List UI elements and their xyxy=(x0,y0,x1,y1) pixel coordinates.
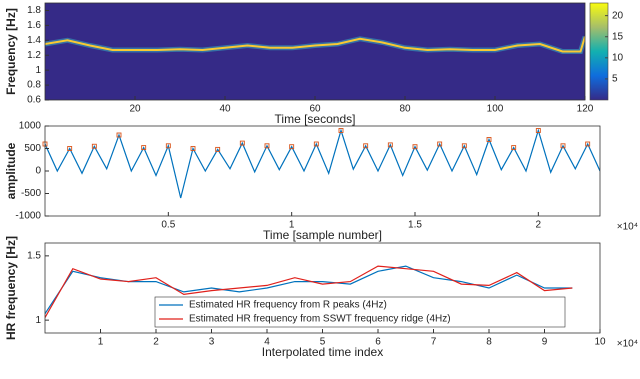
peak-marker xyxy=(338,128,344,133)
colorbar-tick-label: 10 xyxy=(612,52,624,63)
y-tick-label: 1.8 xyxy=(27,5,41,16)
y-tick-label: 1.2 xyxy=(27,50,41,61)
colorbar-tick-label: 15 xyxy=(612,31,624,42)
peak-marker xyxy=(91,143,97,149)
x-tick-label: 1 xyxy=(98,337,104,348)
peak-marker xyxy=(412,144,418,150)
x-tick-label: 8 xyxy=(486,337,492,348)
y-axis-label: Frequency [Hz] xyxy=(4,8,18,95)
line xyxy=(45,265,573,315)
peak-marker xyxy=(387,142,393,148)
x-tick-label: 100 xyxy=(487,104,504,115)
peak-marker xyxy=(437,141,443,147)
line xyxy=(45,265,573,318)
y-axis-label: HR frequency [Hz] xyxy=(4,236,18,340)
x-tick-label: 1 xyxy=(289,220,295,231)
peak-marker xyxy=(535,128,541,133)
peak-marker xyxy=(116,132,122,138)
peak-marker xyxy=(585,141,591,147)
x-axis-label: Time [sample number] xyxy=(263,228,382,242)
peak-marker xyxy=(165,143,171,149)
y-tick-label: 0.6 xyxy=(27,95,41,106)
x-tick-label: 120 xyxy=(577,104,594,115)
x-tick-label: 7 xyxy=(431,337,437,348)
y-tick-label: -1000 xyxy=(15,211,41,222)
x-tick-label: 2 xyxy=(536,220,542,231)
peak-marker xyxy=(511,145,517,151)
x-tick-label: 60 xyxy=(309,104,321,115)
legend-box xyxy=(154,296,566,328)
plot-frame xyxy=(44,125,601,217)
y-tick-label: 1 xyxy=(35,65,41,76)
y-tick-label: 1.5 xyxy=(27,250,41,261)
y-tick-label: 0.8 xyxy=(27,80,41,91)
peak-marker xyxy=(67,146,73,151)
peak-marker xyxy=(313,141,319,147)
x-tick-label: 5 xyxy=(320,337,326,348)
peak-marker xyxy=(239,140,245,146)
colorbar-tick-label: 5 xyxy=(612,74,618,85)
peak-marker xyxy=(363,143,369,149)
x-tick-label: 80 xyxy=(399,104,411,115)
peak-marker xyxy=(141,145,147,151)
line xyxy=(45,128,600,199)
x-axis-label: Time [seconds] xyxy=(275,112,356,126)
y-tick-label: -500 xyxy=(21,188,41,199)
x-tick-label: 3 xyxy=(209,337,215,348)
peak-marker xyxy=(289,144,295,150)
peak-marker xyxy=(215,146,221,152)
peak-marker xyxy=(190,146,196,151)
x-tick-label: 6 xyxy=(375,337,381,348)
y-axis-label: amplitude xyxy=(4,142,18,199)
y-tick-label: 500 xyxy=(24,143,41,154)
y-tick-label: 1.4 xyxy=(27,35,41,46)
colorbar xyxy=(589,2,609,101)
y-tick-label: 0 xyxy=(35,166,41,177)
peak-marker xyxy=(486,137,492,142)
legend-label: Estimated HR frequency from SSWT frequen… xyxy=(189,314,451,325)
x-tick-label: 2 xyxy=(153,337,159,348)
x-tick-label: 40 xyxy=(219,104,231,115)
peak-marker xyxy=(461,143,467,149)
ridge xyxy=(45,36,585,53)
x-tick-label: 20 xyxy=(129,104,141,115)
legend-label: Estimated HR frequency from R peaks (4Hz… xyxy=(189,300,387,311)
x-tick-label: 4 xyxy=(264,337,270,348)
y-tick-label: 1.6 xyxy=(27,20,41,31)
x-tick-label: 1.5 xyxy=(408,220,422,231)
colorbar-tick-label: 20 xyxy=(612,10,624,21)
y-tick-label: 1000 xyxy=(19,121,42,132)
x-multiplier: ×10⁴ xyxy=(617,222,638,233)
x-tick-label: 10 xyxy=(594,337,606,348)
x-tick-label: 0.5 xyxy=(161,220,175,231)
y-tick-label: 1 xyxy=(35,315,41,326)
x-axis-label: Interpolated time index xyxy=(262,345,383,359)
peak-marker xyxy=(264,143,270,149)
x-tick-label: 9 xyxy=(542,337,548,348)
peak-marker xyxy=(560,143,566,149)
x-multiplier: ×10⁴ xyxy=(617,339,638,350)
